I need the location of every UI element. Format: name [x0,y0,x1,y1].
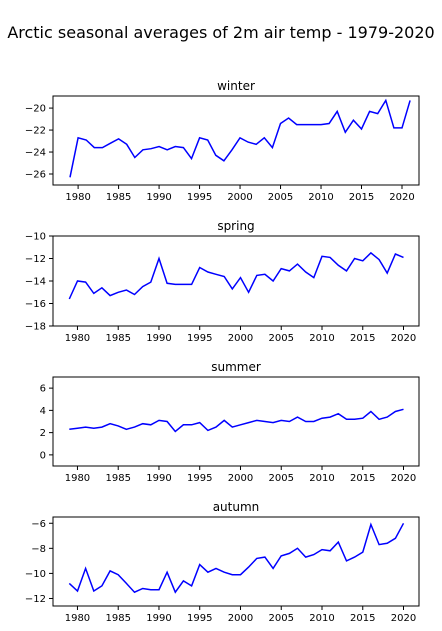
spring-xtick-label: 2020 [391,333,416,344]
spring-xtick-label: 2010 [309,333,334,344]
winter-xtick-label: 1985 [106,192,131,203]
summer-xtick-label: 2020 [391,473,416,484]
summer-ytick-label: 2 [40,428,46,439]
summer-xtick-label: 2015 [350,473,375,484]
winter-panel: winter 1980 1985 1990 1995 2000 2005 2010 2015 20… [25,79,420,203]
winter-xtick-label: 1995 [187,192,212,203]
figure-suptitle: Arctic seasonal averages of 2m air temp … [7,23,434,42]
autumn-panel: autumn 1980 1985 1990 1995 2000 2005 2010 2015 20… [25,500,420,624]
winter-ytick-label: −26 [25,170,46,181]
summer-xtick-label: 1985 [105,473,130,484]
summer-xtick-label: 2010 [309,473,334,484]
autumn-ytick-label: −8 [31,544,46,555]
winter-xtick-label: 2010 [308,192,333,203]
spring-ytick-label: −18 [25,322,46,333]
summer-xtick-label: 1990 [146,473,171,484]
spring-xtick-label: 1985 [105,333,130,344]
autumn-xtick-label: 2000 [228,613,253,624]
spring-xtick-label: 2000 [228,333,253,344]
autumn-xtick-label: 2020 [391,613,416,624]
winter-series-line [69,98,411,178]
winter-xtick-label: 2005 [268,192,293,203]
summer-series-line [69,408,404,433]
spring-ytick-label: −16 [25,299,46,310]
autumn-axes-frame [52,516,420,607]
winter-xtick-label: 1980 [65,192,90,203]
winter-xtick-label: 2020 [389,192,414,203]
autumn-xtick-label: 1990 [146,613,171,624]
winter-axes-frame [52,95,420,186]
winter-ytick-label: −22 [25,126,46,137]
autumn-xtick-label: 1980 [65,613,90,624]
autumn-xtick-label: 2015 [350,613,375,624]
autumn-title: autumn [213,500,260,514]
summer-title: summer [211,360,261,374]
autumn-xtick-label: 1985 [105,613,130,624]
summer-ytick-label: 4 [40,406,46,417]
spring-xtick-label: 1990 [146,333,171,344]
winter-title: winter [217,79,255,93]
summer-ytick-label: 0 [40,450,46,461]
autumn-series-line [68,522,405,594]
spring-ytick-label: −10 [25,232,46,243]
winter-xtick-label: 2015 [349,192,374,203]
winter-xtick-label: 2000 [227,192,252,203]
autumn-xtick-label: 2005 [269,613,294,624]
winter-ytick-label: −20 [25,104,46,115]
spring-panel: spring 1980 1985 1990 1995 2000 2005 2010 2015 20… [25,219,420,344]
autumn-xtick-label: 1995 [187,613,212,624]
summer-ytick-label: 6 [40,384,46,395]
summer-xtick-label: 2000 [228,473,253,484]
spring-xtick-label: 1980 [65,333,90,344]
spring-ytick-label: −12 [25,254,46,265]
spring-xtick-label: 1995 [187,333,212,344]
summer-axes-frame [52,376,420,467]
autumn-xtick-label: 2010 [309,613,334,624]
winter-ytick-label: −24 [25,148,46,159]
autumn-ytick-label: −12 [25,594,46,605]
winter-xtick-label: 1990 [146,192,171,203]
summer-xtick-label: 2005 [269,473,294,484]
spring-xtick-label: 2015 [350,333,375,344]
spring-series-line [68,251,404,300]
spring-xtick-label: 2005 [269,333,294,344]
spring-axes-frame [52,235,420,327]
autumn-ytick-label: −10 [25,569,46,580]
autumn-ytick-label: −6 [31,519,46,530]
summer-xtick-label: 1980 [65,473,90,484]
spring-ytick-label: −14 [25,277,46,288]
summer-xtick-label: 1995 [187,473,212,484]
spring-title: spring [217,219,254,233]
